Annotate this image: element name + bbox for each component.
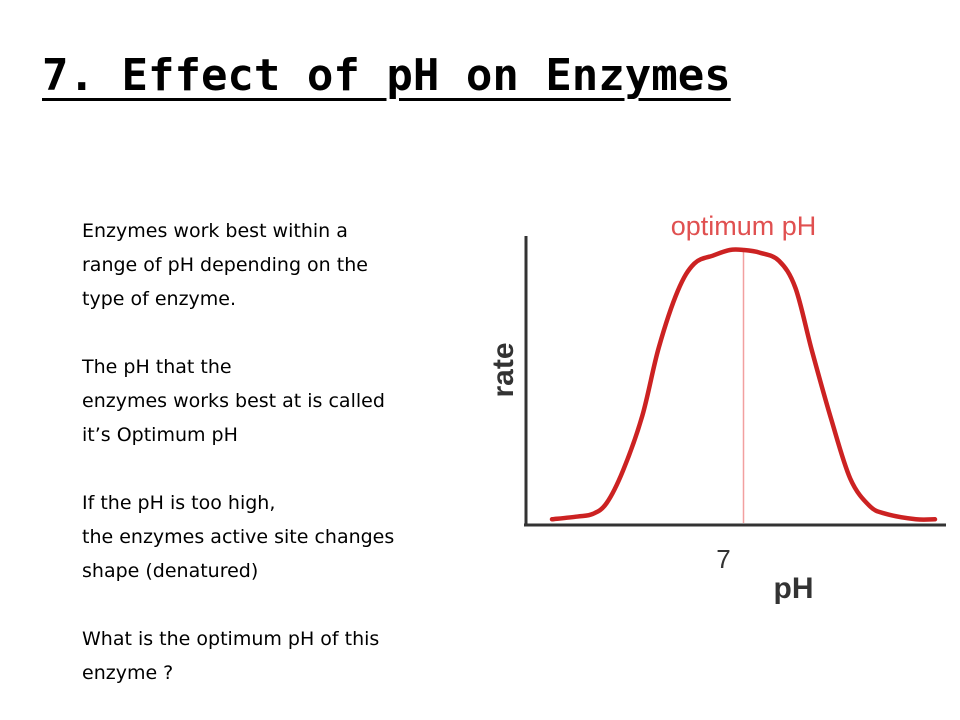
data-point [830, 417, 833, 420]
paragraph-line: What is the optimum pH of this [82, 628, 380, 650]
data-point [914, 518, 917, 521]
paragraph-line: shape (denatured) [82, 560, 259, 582]
y-axis-label: rate [487, 342, 520, 397]
paragraph-line: Enzymes work best within a [82, 220, 348, 242]
x-tick-label: 7 [716, 544, 730, 574]
paragraph-line: type of enzyme. [82, 288, 237, 310]
paragraph-3: If the pH is too high, the enzymes active… [82, 486, 472, 588]
data-point [778, 259, 781, 262]
data-point [592, 512, 595, 515]
data-point [934, 518, 937, 521]
data-point [712, 254, 715, 257]
data-point [884, 512, 887, 515]
optimum-annotation: optimum pH [671, 211, 817, 241]
paragraph-1: Enzymes work best within a range of pH de… [82, 214, 472, 316]
data-point [622, 469, 625, 472]
paragraph-line: enzymes works best at is called [82, 390, 385, 412]
paragraph-line: If the pH is too high, [82, 492, 276, 514]
data-point [758, 251, 761, 254]
paragraph-line: it’s Optimum pH [82, 424, 238, 446]
data-point [551, 518, 554, 521]
rate-curve [549, 247, 938, 522]
paragraph-line: range of pH depending on the [82, 254, 368, 276]
data-point [728, 249, 731, 252]
data-point [810, 349, 813, 352]
paragraph-2: The pH that the enzymes works best at is … [82, 350, 472, 452]
paragraph-line: The pH that the [82, 356, 232, 378]
paragraph-line: the enzymes active site changes [82, 526, 395, 548]
chart-labels-group: optimum pH 7 pH rate [487, 211, 816, 605]
data-point [676, 289, 679, 292]
rate-curve-group [549, 247, 938, 522]
data-point [693, 262, 696, 265]
x-axis-label: pH [774, 572, 814, 605]
data-point [868, 504, 871, 507]
data-point [641, 414, 644, 417]
data-point [742, 249, 745, 252]
data-point [849, 477, 852, 480]
enzyme-ph-chart: optimum pH 7 pH rate [487, 211, 946, 605]
chart-axes [524, 236, 946, 527]
body-text: Enzymes work best within a range of pH de… [82, 214, 472, 690]
paragraph-4: What is the optimum pH of this enzyme ? [82, 622, 472, 690]
slide-title: 7. Effect of pH on Enzymes [42, 50, 731, 101]
data-point [605, 501, 608, 504]
data-point [794, 287, 797, 290]
data-point [657, 346, 660, 349]
data-point [576, 515, 579, 518]
paragraph-line: enzyme ? [82, 662, 174, 684]
